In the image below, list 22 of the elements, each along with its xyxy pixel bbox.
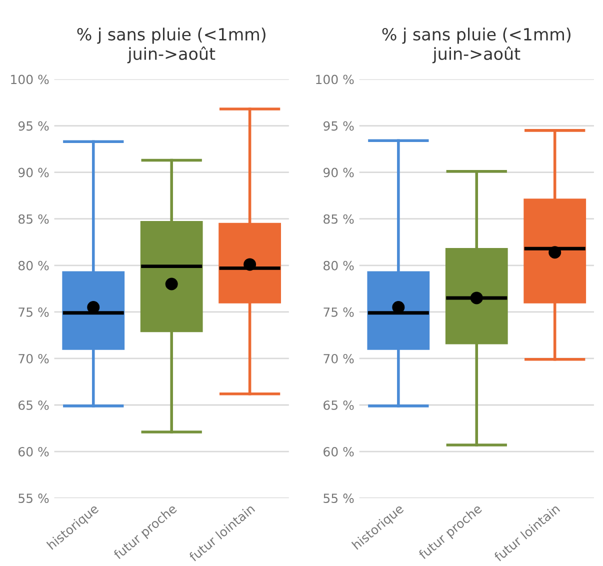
y-tick-label: 70 % — [18, 354, 49, 364]
y-tick-label: 95 % — [18, 121, 49, 131]
y-tick-label: 80 % — [18, 260, 49, 270]
y-tick-label: 75 % — [18, 307, 49, 317]
y-tick-label: 85 % — [324, 214, 354, 224]
y-tick-label: 90 % — [18, 168, 49, 178]
y-tick-label: 60 % — [18, 447, 49, 456]
y-tick-label: 55 % — [18, 494, 49, 504]
y-tick-label: 95 % — [323, 121, 354, 131]
y-tick-label: 65 % — [18, 400, 49, 410]
chart-title: % j sans pluie (<1mm) juin->août — [382, 28, 570, 64]
y-tick-label: 100 % — [316, 74, 354, 84]
chart-title: % j sans pluie (<1mm) juin->août — [77, 28, 266, 64]
y-tick-label: 70 % — [324, 354, 354, 364]
y-tick-label: 65 % — [324, 400, 354, 410]
y-tick-label: 55 % — [324, 494, 354, 504]
y-tick-label: 90 % — [323, 168, 354, 178]
y-tick-label: 75 % — [324, 307, 354, 317]
y-tick-label: 100 % — [11, 74, 49, 84]
y-tick-label: 80 % — [324, 260, 354, 270]
y-tick-label: 60 % — [324, 447, 354, 456]
y-tick-label: 85 % — [18, 214, 49, 224]
